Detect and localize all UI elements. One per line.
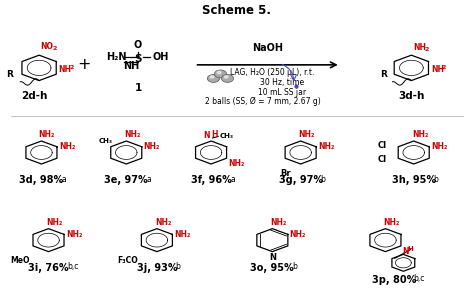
Circle shape xyxy=(217,71,221,74)
Text: S: S xyxy=(134,54,142,64)
Text: N: N xyxy=(269,253,276,262)
Text: b: b xyxy=(292,262,297,271)
Text: NH: NH xyxy=(59,65,72,74)
Text: Cl: Cl xyxy=(377,155,386,164)
Text: NH₂: NH₂ xyxy=(66,230,82,239)
Text: CH₃: CH₃ xyxy=(99,138,113,144)
Text: 3h, 95%: 3h, 95% xyxy=(392,175,436,185)
Text: O: O xyxy=(134,40,142,50)
Text: R: R xyxy=(6,70,12,79)
Text: 3e, 97%: 3e, 97% xyxy=(104,175,148,185)
Text: NH: NH xyxy=(431,65,444,74)
Text: Br: Br xyxy=(281,169,291,178)
Text: Scheme 5.: Scheme 5. xyxy=(202,4,272,17)
Text: NH₂: NH₂ xyxy=(383,218,400,227)
Text: 3d-h: 3d-h xyxy=(398,91,425,101)
Text: b,c: b,c xyxy=(413,274,424,283)
Circle shape xyxy=(207,74,219,82)
Text: NH₂: NH₂ xyxy=(46,218,63,227)
Text: 2 balls (SS, Ø = 7 mm, 2.67 g): 2 balls (SS, Ø = 7 mm, 2.67 g) xyxy=(205,97,321,106)
Text: NH₂: NH₂ xyxy=(124,130,141,139)
Text: 3o, 95%: 3o, 95% xyxy=(250,263,294,273)
Text: NH₂: NH₂ xyxy=(228,160,245,168)
Text: 2: 2 xyxy=(442,66,446,70)
Text: 3d, 98%: 3d, 98% xyxy=(19,175,64,185)
Text: MeO: MeO xyxy=(10,256,30,265)
Text: H: H xyxy=(211,130,218,139)
Text: NH₂: NH₂ xyxy=(299,130,315,139)
Text: a: a xyxy=(146,174,151,184)
Circle shape xyxy=(224,76,228,78)
Text: b: b xyxy=(320,174,325,184)
Circle shape xyxy=(214,70,227,78)
Text: OH: OH xyxy=(152,52,169,62)
Circle shape xyxy=(221,74,234,82)
Text: 3p, 80%: 3p, 80% xyxy=(372,275,416,285)
Text: a: a xyxy=(61,174,66,184)
Text: 2: 2 xyxy=(52,46,57,51)
Text: a: a xyxy=(231,174,236,184)
Text: 3g, 97%: 3g, 97% xyxy=(279,175,323,185)
Text: 10 mL SS jar: 10 mL SS jar xyxy=(258,88,306,96)
Text: 2: 2 xyxy=(69,66,74,70)
Circle shape xyxy=(210,76,214,78)
Text: Cl: Cl xyxy=(377,141,386,150)
Text: NH₂: NH₂ xyxy=(155,218,172,227)
Text: NH: NH xyxy=(413,43,426,52)
Text: b,c: b,c xyxy=(67,262,79,271)
Text: +: + xyxy=(77,57,91,72)
Text: NH₂: NH₂ xyxy=(271,218,287,227)
Text: NO: NO xyxy=(40,42,53,51)
Text: N: N xyxy=(203,131,210,140)
Text: N: N xyxy=(402,247,409,256)
Text: NH₂: NH₂ xyxy=(412,130,428,139)
Text: b: b xyxy=(434,174,438,184)
Text: R: R xyxy=(380,70,387,79)
Text: NH₂: NH₂ xyxy=(59,142,75,151)
Text: NH₂: NH₂ xyxy=(431,142,447,151)
Text: NH₂: NH₂ xyxy=(174,230,191,239)
Text: 3f, 96%: 3f, 96% xyxy=(191,175,231,185)
Text: NH₂: NH₂ xyxy=(144,142,160,151)
Text: CH₃: CH₃ xyxy=(219,134,234,139)
Text: NH₂: NH₂ xyxy=(318,142,334,151)
Text: H: H xyxy=(407,246,413,253)
Text: 1: 1 xyxy=(135,83,142,93)
Text: NH₂: NH₂ xyxy=(38,130,55,139)
Text: 30 Hz, time: 30 Hz, time xyxy=(260,78,304,88)
Text: 3i, 76%: 3i, 76% xyxy=(28,263,69,273)
Text: 3j, 93%: 3j, 93% xyxy=(137,263,177,273)
Text: NH₂: NH₂ xyxy=(290,230,306,239)
Text: H₂N: H₂N xyxy=(107,52,127,62)
Text: 2: 2 xyxy=(425,47,429,52)
Text: b: b xyxy=(176,262,181,271)
Text: LAG, H₂O (250 μL), r.t.: LAG, H₂O (250 μL), r.t. xyxy=(230,68,315,77)
Text: 2d-h: 2d-h xyxy=(21,91,47,101)
Text: F₃CO: F₃CO xyxy=(117,256,138,265)
Text: NH: NH xyxy=(123,61,139,71)
Text: NaOH: NaOH xyxy=(252,43,283,53)
